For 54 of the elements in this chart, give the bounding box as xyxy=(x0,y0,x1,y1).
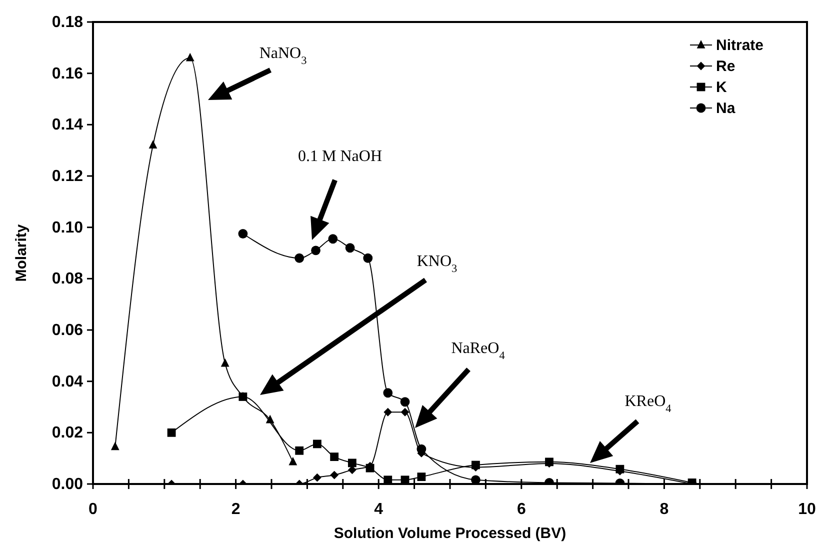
y-tick-label: 0.00 xyxy=(52,476,84,493)
annotation: NaNO$_{3}$ xyxy=(259,45,308,67)
point xyxy=(311,246,320,256)
annotation: 0.1 M NaOH xyxy=(298,148,382,165)
point xyxy=(416,444,426,454)
point xyxy=(328,234,338,244)
y-tick-label: 0.04 xyxy=(52,373,84,390)
x-tick-label: 6 xyxy=(516,501,526,518)
point xyxy=(348,458,356,468)
x-tick-label: 0 xyxy=(88,501,98,518)
y-tick-label: 0.08 xyxy=(52,270,84,288)
x-tick-label: 4 xyxy=(374,501,384,518)
point xyxy=(148,140,158,149)
point xyxy=(400,397,410,407)
y-tick-label: 0.10 xyxy=(52,219,84,236)
point xyxy=(295,446,304,455)
legend-label: K xyxy=(716,79,727,96)
point xyxy=(294,253,304,263)
y-axis-title: Molarity xyxy=(13,224,30,282)
point xyxy=(384,408,392,416)
point xyxy=(330,452,339,461)
y-tick-label: 0.16 xyxy=(52,65,84,82)
annotation: NaReO$_{4}$ xyxy=(451,340,506,362)
y-tick-label: 0.02 xyxy=(52,424,84,442)
annotation: KNO$_{3}$ xyxy=(416,253,458,275)
point xyxy=(238,229,248,238)
point xyxy=(220,358,230,367)
point xyxy=(186,52,194,62)
point xyxy=(345,243,355,253)
point xyxy=(471,475,480,484)
point xyxy=(110,442,120,450)
point xyxy=(472,460,480,470)
point xyxy=(312,473,322,482)
point xyxy=(312,440,322,448)
point xyxy=(363,253,373,263)
point xyxy=(288,456,298,466)
x-tick-label: 10 xyxy=(798,501,816,518)
point xyxy=(417,472,426,482)
y-tick-label: 0.12 xyxy=(52,168,84,185)
legend-label: Na xyxy=(716,100,736,117)
point xyxy=(400,408,410,416)
x-tick-label: 2 xyxy=(231,501,240,518)
x-tick-label: 8 xyxy=(660,501,669,518)
legend-label: Re xyxy=(716,58,736,75)
y-tick-label: 0.14 xyxy=(52,116,84,134)
y-tick-label: 0.18 xyxy=(52,14,84,31)
y-tick-label: 0.06 xyxy=(52,322,84,339)
point xyxy=(167,428,176,437)
point xyxy=(383,388,393,398)
annotation: KReO$_{4}$ xyxy=(624,393,672,415)
point xyxy=(384,476,392,484)
legend-label: Nitrate xyxy=(716,37,764,54)
point xyxy=(330,470,339,480)
x-axis-title: Solution Volume Processed (BV) xyxy=(334,525,566,542)
